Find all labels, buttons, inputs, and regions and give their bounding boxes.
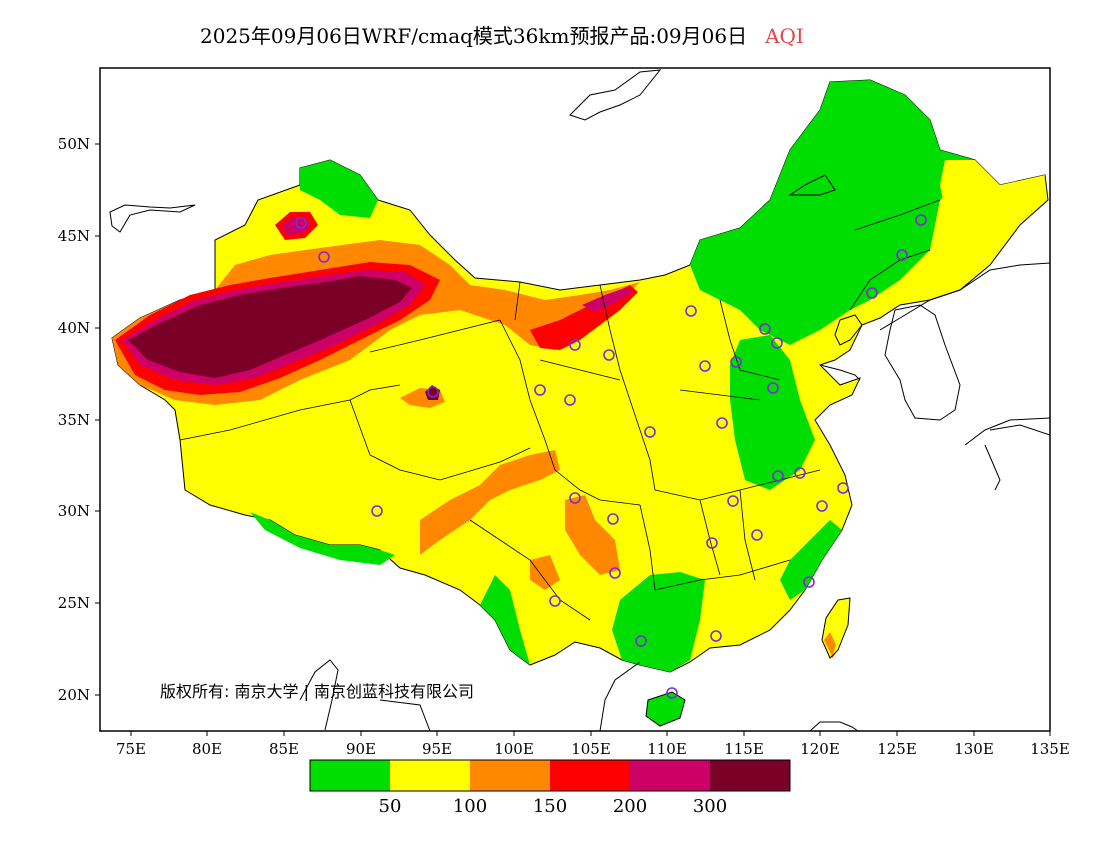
legend-label: 150: [533, 796, 567, 817]
legend-label: 200: [613, 796, 647, 817]
legend-swatch: [470, 760, 550, 791]
monitor-sites: [295, 214, 927, 699]
y-tick-labels: 50N 45N 40N 35N 30N 25N 20N: [58, 135, 90, 704]
map-frame: [99, 67, 1051, 732]
x-tick-label: 80E: [192, 740, 222, 758]
y-tick-label: 45N: [58, 227, 90, 245]
neighbor-coastlines: [109, 69, 1050, 731]
taiwan-orange: [824, 632, 836, 656]
legend-swatch: [390, 760, 470, 791]
map-layers: [109, 69, 1050, 731]
legend-swatch: [310, 760, 390, 791]
legend-swatch: [710, 760, 790, 791]
y-tick-label: 50N: [58, 135, 90, 153]
x-tick-label: 115E: [724, 740, 764, 758]
legend-label: 50: [379, 796, 402, 817]
y-tick-label: 25N: [58, 594, 90, 612]
orange-band-chongqing: [565, 495, 620, 575]
y-tick-label: 30N: [58, 502, 90, 520]
legend-label: 100: [453, 796, 487, 817]
green-region-northeast: [690, 80, 985, 345]
title-variable: AQI: [765, 24, 804, 48]
y-tick-label: 40N: [58, 319, 90, 337]
x-tick-label: 95E: [422, 740, 452, 758]
legend-swatch: [630, 760, 710, 791]
x-tick-label: 125E: [877, 740, 917, 758]
title-main: 2025年09月06日WRF/cmaq模式36km预报产品:09月06日: [200, 24, 748, 48]
legend-frame: [309, 759, 791, 792]
green-region-tibet-south: [250, 512, 395, 565]
orange-patch-yunnan: [530, 555, 560, 590]
legend-swatch: [550, 760, 630, 791]
magenta-patch-junggar: [282, 217, 310, 235]
green-region-north-plain: [730, 335, 815, 490]
y-tick-marks: [95, 143, 100, 696]
province-borders: [179, 199, 941, 621]
x-tick-label: 135E: [1030, 740, 1070, 758]
x-tick-label: 90E: [346, 740, 376, 758]
y-tick-label: 35N: [58, 411, 90, 429]
green-region-fujian: [780, 520, 842, 600]
yellow-patch-liaoning: [925, 250, 960, 282]
green-region-xinjiang-north: [300, 160, 378, 218]
hainan: [645, 691, 686, 727]
x-tick-label: 130E: [954, 740, 994, 758]
x-tick-marks: [130, 731, 1051, 736]
y-tick-label: 20N: [58, 686, 90, 704]
x-tick-label: 100E: [494, 740, 534, 758]
magenta-patch-inner-mongolia: [582, 287, 632, 312]
orange-band-southwest: [420, 450, 560, 555]
green-region-yunnan: [480, 575, 530, 665]
darkred-core-tarim: [128, 276, 412, 378]
legend-label: 300: [693, 796, 727, 817]
x-tick-label: 110E: [647, 740, 687, 758]
x-tick-label: 105E: [571, 740, 611, 758]
yellow-patch-heilongjiang: [940, 160, 1045, 235]
x-tick-labels: 75E 80E 85E 90E 95E 100E 105E 110E 115E …: [116, 740, 1070, 758]
green-region-south: [612, 572, 705, 672]
x-tick-label: 120E: [800, 740, 840, 758]
x-tick-label: 75E: [116, 740, 146, 758]
x-tick-label: 85E: [269, 740, 299, 758]
map-title: 2025年09月06日WRF/cmaq模式36km预报产品:09月06日 AQI: [200, 20, 804, 49]
copyright-text: 版权所有: 南京大学 | 南京创蓝科技有限公司: [160, 682, 474, 701]
aqi-legend: 50 100 150 200 300: [309, 759, 791, 817]
